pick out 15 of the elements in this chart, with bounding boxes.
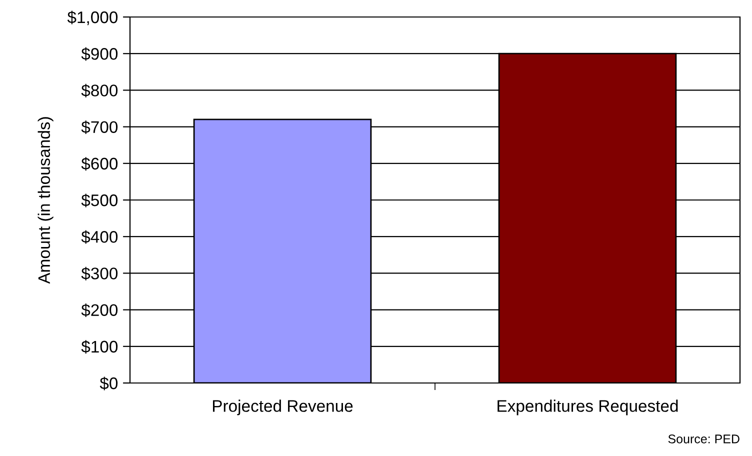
y-tick-label: $100 — [81, 340, 118, 354]
y-tick-label: $700 — [81, 120, 118, 134]
y-tick-label: $1,000 — [67, 10, 118, 26]
x-tick-label: Projected Revenue — [212, 400, 353, 416]
y-tick-label: $500 — [81, 194, 118, 208]
y-tick-label: $600 — [81, 157, 118, 171]
y-tick-label: $0 — [100, 376, 118, 390]
y-tick-label: $800 — [81, 84, 118, 98]
y-tick-label: $300 — [81, 266, 118, 280]
y-tick-label: $200 — [81, 304, 118, 317]
y-tick-label: $400 — [81, 230, 118, 244]
x-tick-label: Expenditures Requested — [498, 400, 678, 416]
y-axis-title: Amount (in thousands) — [38, 117, 54, 284]
y-tick-label: $900 — [81, 47, 118, 61]
source-note: Source: PED — [668, 434, 740, 444]
